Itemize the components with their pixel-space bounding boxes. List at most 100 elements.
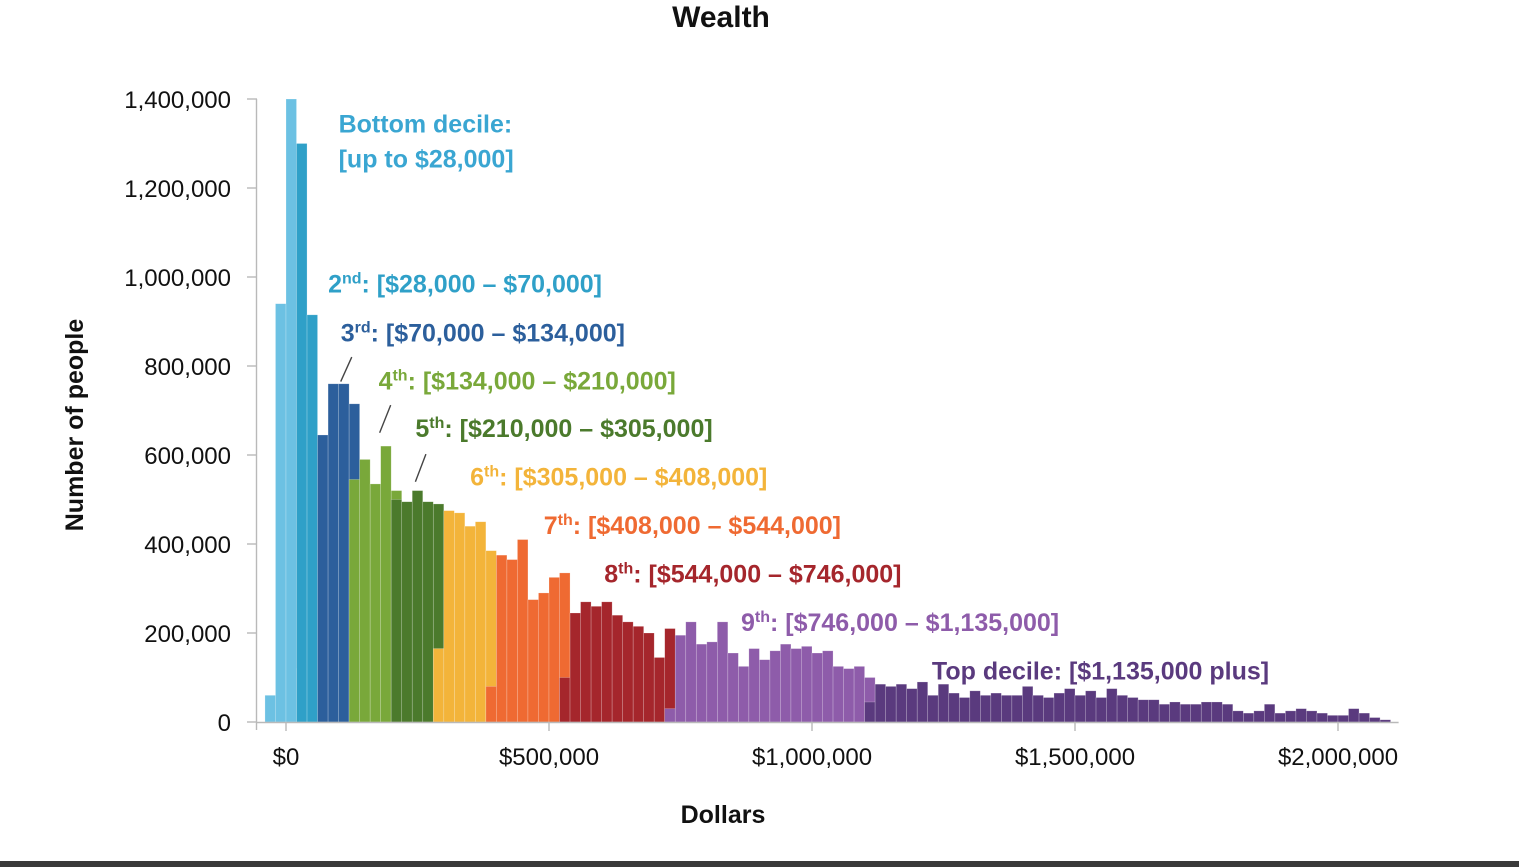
bar-top-decile-20 bbox=[1074, 694, 1086, 723]
bar-8th-3 bbox=[590, 605, 602, 723]
y-axis-title: Number of people bbox=[61, 319, 89, 532]
y-tick-label: 1,000,000 bbox=[124, 265, 231, 292]
bar-top-decile-7 bbox=[937, 683, 950, 723]
bar-9th-9 bbox=[759, 659, 771, 723]
series-7th bbox=[485, 539, 571, 723]
annotation-4th: 4th: [$134,000 – $210,000] bbox=[379, 368, 676, 396]
pointer-4th bbox=[378, 404, 392, 434]
annotation-range: : [$134,000 – $210,000] bbox=[408, 368, 676, 396]
bar-9th-17 bbox=[843, 668, 855, 723]
bar-3rd-0 bbox=[317, 434, 329, 723]
bar-7th-4 bbox=[527, 599, 539, 723]
bar-9th-15 bbox=[822, 650, 834, 723]
annotation-rank: 4 bbox=[379, 368, 393, 396]
annotation-superscript: th bbox=[618, 560, 633, 577]
histogram-bars bbox=[264, 98, 1391, 723]
annotation-range: : [$544,000 – $746,000] bbox=[633, 560, 901, 588]
y-tick-label: 400,000 bbox=[144, 532, 231, 559]
y-tick-label: 0 bbox=[218, 710, 231, 737]
bar-9th-10 bbox=[769, 650, 781, 723]
series-5th bbox=[390, 490, 445, 723]
bar-top-decile-26 bbox=[1137, 699, 1149, 723]
bar-top-decile-42 bbox=[1306, 710, 1318, 723]
bar-top-decile-4 bbox=[906, 688, 918, 723]
bar-8th-7 bbox=[632, 626, 644, 723]
bar-6th-0 bbox=[432, 648, 445, 723]
annotation-2nd: 2nd: [$28,000 – $70,000] bbox=[328, 271, 602, 299]
bar-8th-5 bbox=[611, 614, 623, 723]
x-tick-label: $1,000,000 bbox=[752, 744, 872, 771]
bar-top-decile-17 bbox=[1043, 697, 1055, 723]
annotation-rank: 8 bbox=[604, 560, 618, 588]
axes: 0 200,000 400,000 600,000 800,000 1,000,000 1,… bbox=[124, 87, 1399, 771]
x-tick-label: $500,000 bbox=[499, 744, 599, 771]
bar-top-decile-14 bbox=[1011, 694, 1023, 723]
bar-top-decile-11 bbox=[980, 694, 992, 723]
bar-6th-1 bbox=[443, 510, 455, 723]
y-tick-label: 1,400,000 bbox=[124, 87, 231, 114]
bar-top-decile-37 bbox=[1253, 710, 1265, 723]
annotation-rank: 2 bbox=[328, 271, 342, 299]
bar-7th-0 bbox=[485, 686, 497, 723]
annotation-bottom-decile: [up to $28,000] bbox=[339, 145, 514, 173]
bar-top-decile-32 bbox=[1200, 701, 1213, 723]
annotation-superscript: rd bbox=[355, 320, 371, 337]
bar-7th-2 bbox=[506, 559, 518, 723]
bar-top-decile-2 bbox=[885, 686, 897, 723]
bar-5th-0 bbox=[390, 499, 403, 723]
bar-4th-2 bbox=[369, 483, 381, 723]
series-top-decile bbox=[864, 681, 1391, 723]
annotation-bottom-decile: Bottom decile: bbox=[339, 110, 513, 138]
bar-2nd-0 bbox=[296, 143, 308, 723]
annotation-5th: 5th: [$210,000 – $305,000] bbox=[415, 415, 712, 443]
x-tick-label: $1,500,000 bbox=[1015, 744, 1135, 771]
bar-9th-7 bbox=[738, 666, 750, 723]
x-tick-label: $2,000,000 bbox=[1278, 744, 1398, 771]
annotation-rank: 5 bbox=[415, 415, 429, 443]
bar-top-decile-6 bbox=[927, 694, 939, 723]
bar-top-decile-12 bbox=[990, 692, 1002, 723]
annotation-range: : [$70,000 – $134,000] bbox=[371, 320, 625, 348]
x-tick-label: $0 bbox=[273, 744, 300, 771]
bar-9th-13 bbox=[801, 646, 813, 723]
bar-top-decile-44 bbox=[1327, 715, 1339, 723]
bar-top-decile-0 bbox=[864, 701, 876, 723]
bar-9th-11 bbox=[780, 643, 792, 723]
bar-7th-3 bbox=[517, 539, 529, 723]
bar-top-decile-27 bbox=[1148, 699, 1160, 723]
bar-9th-5 bbox=[717, 621, 729, 723]
bar-top-decile-47 bbox=[1358, 712, 1370, 723]
bar-top-decile-31 bbox=[1190, 703, 1202, 723]
bar-top-decile-45 bbox=[1337, 715, 1349, 723]
bar-6th-2 bbox=[454, 512, 466, 723]
bar-top-decile-38 bbox=[1264, 703, 1276, 723]
bar-9th-18 bbox=[853, 666, 865, 723]
bar-8th-6 bbox=[622, 621, 634, 723]
bar-top-decile-33 bbox=[1211, 701, 1223, 723]
annotation-7th: 7th: [$408,000 – $544,000] bbox=[544, 512, 841, 540]
annotation-6th: 6th: [$305,000 – $408,000] bbox=[470, 464, 767, 492]
bar-top-decile-5 bbox=[916, 681, 929, 723]
bar-bottom-decile-0 bbox=[264, 694, 276, 723]
annotation-range: : [$746,000 – $1,135,000] bbox=[770, 609, 1059, 637]
bar-top-decile-15 bbox=[1022, 686, 1034, 723]
bar-top-decile-25 bbox=[1127, 697, 1139, 723]
bar-top-decile-40 bbox=[1285, 710, 1297, 723]
bar-top-decile-48 bbox=[1369, 717, 1381, 723]
bar-top-decile-28 bbox=[1158, 703, 1170, 723]
annotation-3rd: 3rd: [$70,000 – $134,000] bbox=[341, 320, 625, 348]
bar-top-decile-29 bbox=[1169, 701, 1181, 723]
bar-4th-3 bbox=[380, 445, 392, 723]
pointer-5th bbox=[414, 453, 427, 482]
annotation-rank: 9 bbox=[741, 609, 755, 637]
annotation-9th: 9th: [$746,000 – $1,135,000] bbox=[741, 609, 1059, 637]
bar-top-decile-16 bbox=[1032, 694, 1044, 723]
y-tick-label: 600,000 bbox=[144, 443, 231, 470]
bar-top-decile-1 bbox=[874, 683, 886, 723]
bar-9th-0 bbox=[664, 708, 676, 723]
series-6th bbox=[432, 510, 497, 723]
bar-6th-3 bbox=[464, 525, 476, 723]
annotation-rank: Bottom decile: bbox=[339, 110, 513, 138]
bar-8th-9 bbox=[653, 657, 666, 723]
bar-3rd-2 bbox=[338, 383, 350, 723]
